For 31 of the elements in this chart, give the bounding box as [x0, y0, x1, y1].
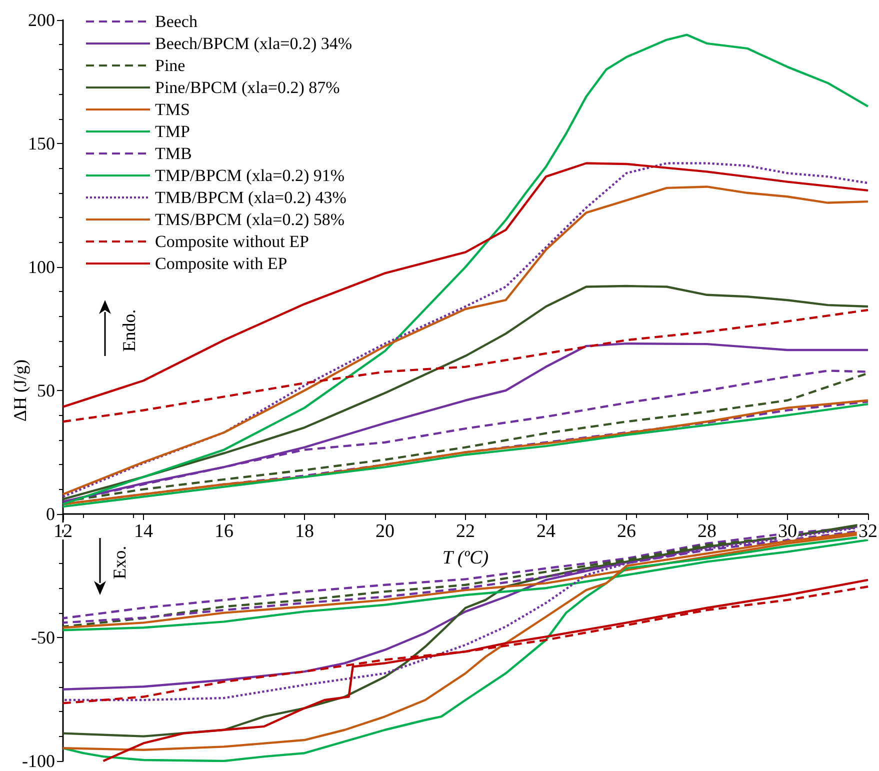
legend-label: Composite without EP	[155, 232, 309, 251]
x-tick-label: 14	[134, 521, 154, 542]
legend-label: TMP/BPCM (xla=0.2) 91%	[155, 166, 345, 185]
legend-label: TMB/BPCM (xla=0.2) 43%	[155, 188, 346, 207]
legend-label: TMB	[155, 144, 192, 163]
x-tick-label: 26	[617, 521, 636, 542]
x-tick-label: 28	[698, 521, 716, 542]
legend-label: Composite with EP	[155, 254, 288, 273]
x-tick-label: 18	[295, 521, 314, 542]
y-tick-label: 100	[28, 257, 55, 277]
legend-label: TMP	[155, 122, 190, 141]
legend-label: Beech/BPCM (xla=0.2) 34%	[155, 34, 352, 53]
legend-label: TMS/BPCM (xla=0.2) 58%	[155, 210, 345, 229]
annotation: Endo.	[118, 308, 140, 352]
legend-label: Pine	[155, 56, 186, 75]
x-tick-label: 20	[376, 521, 394, 542]
legend-label: Beech	[155, 12, 198, 31]
y-tick-label: 200	[28, 10, 55, 30]
y-tick-label: 50	[37, 380, 55, 400]
y-tick-label: 0	[46, 504, 55, 524]
annotation: Exo.	[109, 545, 130, 579]
x-tick-label: 22	[456, 521, 475, 542]
y-tick-label: 150	[28, 134, 55, 154]
legend-label: TMS	[155, 100, 190, 119]
y-tick-label: -50	[31, 628, 55, 648]
x-axis-title: T (ºC)	[442, 547, 489, 568]
x-tick-label: 24	[536, 521, 556, 542]
x-tick-label: 16	[214, 521, 234, 542]
legend-label: Pine/BPCM (xla=0.2) 87%	[155, 78, 340, 97]
y-axis-title: ΔH (J/g)	[10, 359, 30, 422]
y-tick-label: -100	[22, 751, 55, 771]
